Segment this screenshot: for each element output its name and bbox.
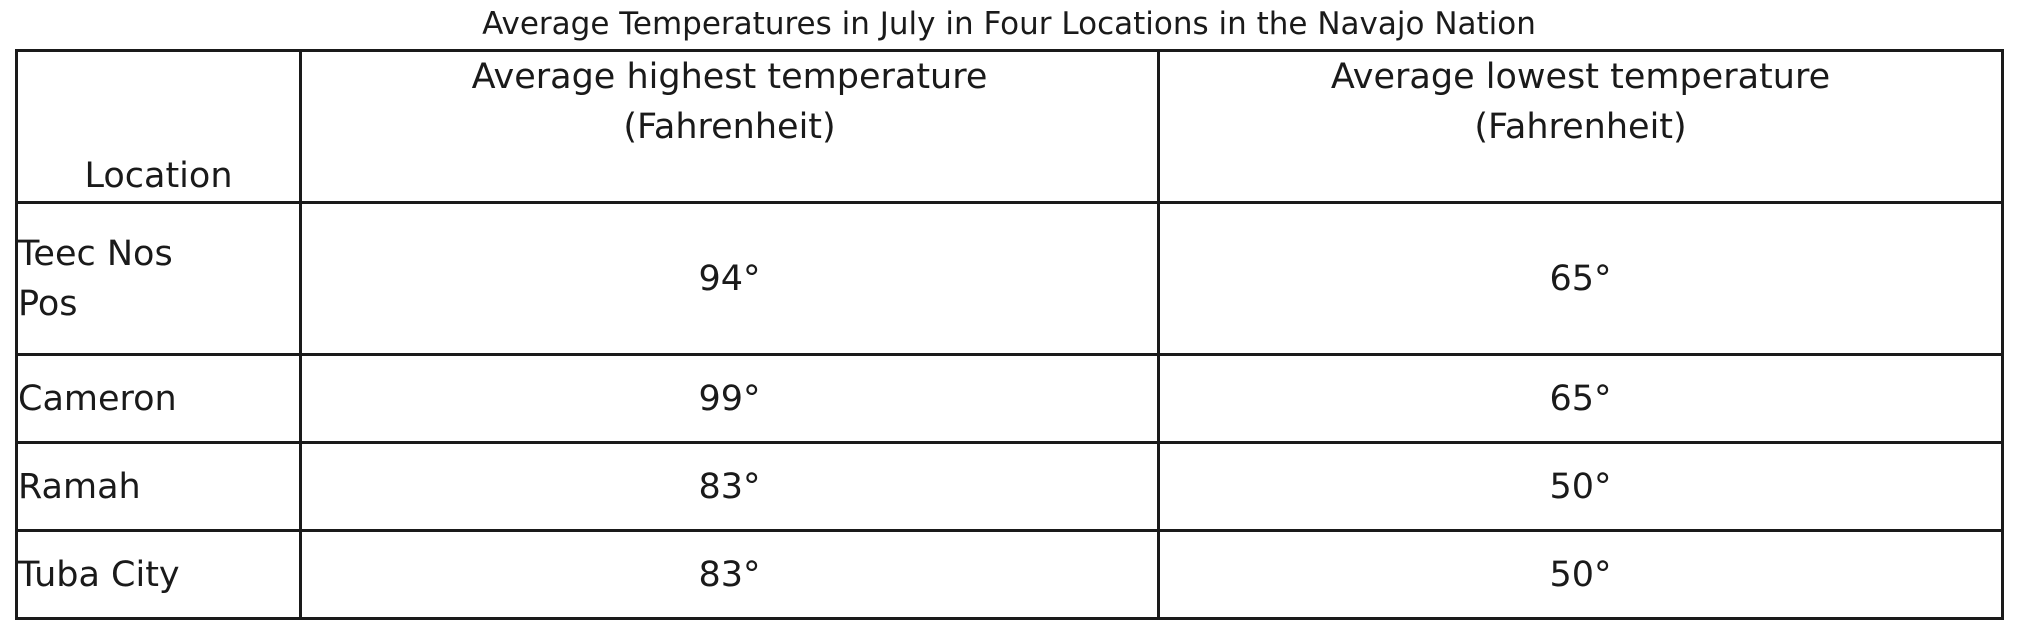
table-header-row: Location Average highest temperature (Fa… xyxy=(15,49,2004,204)
table-row: Tuba City 83° 50° xyxy=(15,529,2004,620)
location-cell: Tuba City xyxy=(15,529,302,620)
location-line2: Pos xyxy=(18,283,78,324)
low-temperature-cell: 65° xyxy=(1157,201,2004,356)
high-temperature-cell: 99° xyxy=(299,353,1160,444)
location-cell: Ramah xyxy=(15,441,302,532)
high-temperature-cell: 83° xyxy=(299,529,1160,620)
location-cell: Cameron xyxy=(15,353,302,444)
high-temperature-cell: 83° xyxy=(299,441,1160,532)
table-row: Teec Nos Pos 94° 65° xyxy=(15,201,2004,356)
table-row: Ramah 83° 50° xyxy=(15,441,2004,532)
table-title: Average Temperatures in July in Four Loc… xyxy=(482,6,1536,42)
low-temperature-cell: 50° xyxy=(1157,529,2004,620)
location-line1: Teec Nos xyxy=(18,233,173,274)
header-average-high-line2: (Fahrenheit) xyxy=(623,107,836,147)
header-average-low-line2: (Fahrenheit) xyxy=(1474,107,1687,147)
location-cell: Teec Nos Pos xyxy=(15,201,302,356)
header-location: Location xyxy=(15,49,302,204)
header-average-low-line1: Average lowest temperature xyxy=(1330,57,1831,97)
header-average-low: Average lowest temperature (Fahrenheit) xyxy=(1157,49,2004,204)
table-row: Cameron 99° 65° xyxy=(15,353,2004,444)
temperature-table: Location Average highest temperature (Fa… xyxy=(15,49,2004,620)
header-location-label: Location xyxy=(84,156,233,196)
header-average-high: Average highest temperature (Fahrenheit) xyxy=(299,49,1160,204)
header-average-high-line1: Average highest temperature xyxy=(471,57,988,97)
high-temperature-cell: 94° xyxy=(299,201,1160,356)
low-temperature-cell: 50° xyxy=(1157,441,2004,532)
low-temperature-cell: 65° xyxy=(1157,353,2004,444)
